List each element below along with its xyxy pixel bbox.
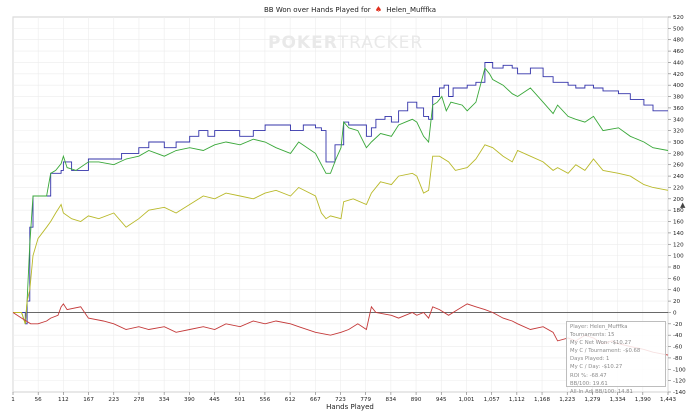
y-tick-label: -100 (673, 367, 686, 373)
y-tick-label: 60 (673, 276, 681, 282)
y-tick-label: 380 (673, 95, 684, 101)
x-tick-label: 890 (411, 397, 422, 403)
y-tick-label: 180 (673, 208, 684, 214)
x-axis-label: Hands Played (326, 403, 374, 411)
y-tick-label: -40 (673, 333, 683, 339)
y-tick-label: 360 (673, 106, 684, 112)
x-tick-label: 390 (184, 397, 195, 403)
y-tick-label: 260 (673, 163, 684, 169)
y-tick-label: 200 (673, 197, 684, 203)
x-tick-label: 834 (386, 397, 397, 403)
x-tick-label: 1,279 (584, 397, 600, 403)
x-tick-label: 1,390 (635, 397, 651, 403)
y-tick-label: 120 (673, 242, 684, 248)
x-tick-label: 501 (234, 397, 245, 403)
x-tick-label: 667 (310, 397, 321, 403)
x-axis: 1 56 112 167 223 278 334 390 445 501 556 612 667 723 7… (11, 392, 676, 403)
y-axis: -140 -120 -100 -80 -60 -40 -20 0 20 40 60 80 100 120 1… (668, 15, 686, 396)
y-tick-label: -80 (673, 356, 683, 362)
x-tick-label: 1,001 (458, 397, 474, 403)
x-tick-label: 1,334 (610, 397, 626, 403)
chart-title: BB Won over Hands Played for ♠ Helen_Muf… (0, 5, 700, 14)
stats-line: Tournaments: 15 (570, 332, 615, 339)
stats-line: Player: Helen_Mufffka (570, 324, 628, 330)
watermark-logo: POKERTRACKER (268, 33, 423, 53)
axis-marker-icon: ▲ (680, 201, 686, 209)
series-line-3 (13, 144, 669, 324)
watermark-logo-bold: POKER (268, 33, 338, 53)
x-tick-label: 556 (260, 397, 271, 403)
watermark-logo-light: TRACKER (337, 33, 424, 53)
x-tick-label: 612 (285, 397, 296, 403)
y-tick-label: -140 (673, 390, 686, 396)
chart-title-prefix: BB Won over Hands Played for (263, 6, 371, 14)
stats-line: Days Played: 1 (570, 356, 610, 363)
y-tick-label: 320 (673, 129, 684, 135)
series-line-2 (13, 67, 669, 324)
series-layer (12, 62, 669, 356)
y-tick-label: -20 (673, 322, 683, 328)
y-tick-label: 80 (673, 265, 681, 271)
stats-line: My C / Day: -$10.27 (570, 364, 623, 371)
y-tick-label: 420 (673, 72, 684, 78)
y-tick-label: -120 (673, 379, 686, 385)
series-line-1 (13, 62, 668, 325)
x-tick-label: 1,057 (484, 397, 500, 403)
y-tick-label: 220 (673, 185, 684, 191)
y-tick-label: 460 (673, 49, 684, 55)
y-tick-label: 0 (673, 310, 677, 316)
x-tick-label: 56 (35, 397, 43, 403)
x-tick-label: 945 (436, 397, 447, 403)
stats-tooltip: Player: Helen_Mufffka Tournaments: 15 My C… (566, 321, 666, 395)
y-tick-label: 480 (673, 38, 684, 44)
x-tick-label: 278 (134, 397, 145, 403)
x-tick-label: 1,112 (509, 397, 525, 403)
x-tick-label: 1 (11, 397, 15, 403)
gridlines (12, 16, 669, 393)
x-tick-label: 1,168 (534, 397, 550, 403)
x-tick-label: 779 (360, 397, 371, 403)
x-tick-label: 334 (159, 397, 170, 403)
stats-line: All-In Adj BB/100: 14.81 (570, 388, 633, 395)
spade-icon: ♠ (374, 5, 383, 14)
stats-line: My C / Tournament: -$0.68 (570, 348, 641, 355)
y-tick-label: 520 (673, 15, 684, 21)
y-tick-label: 20 (673, 299, 681, 305)
x-tick-label: 112 (58, 397, 69, 403)
y-tick-label: -60 (673, 345, 683, 351)
y-tick-label: 160 (673, 220, 684, 226)
y-tick-label: 500 (673, 26, 684, 32)
x-tick-label: 445 (209, 397, 220, 403)
y-tick-label: 280 (673, 151, 684, 157)
y-tick-label: 340 (673, 117, 684, 123)
x-tick-label: 1,443 (660, 397, 676, 403)
y-tick-label: 100 (673, 254, 684, 260)
series-line-4 (12, 303, 669, 356)
y-tick-label: 240 (673, 174, 684, 180)
y-tick-label: 400 (673, 83, 684, 89)
stats-line: BB/100: 19.61 (570, 380, 608, 387)
stats-line: My C Net Won: -$10.27 (570, 340, 632, 347)
x-tick-label: 167 (83, 397, 94, 403)
y-tick-label: 40 (673, 288, 681, 294)
stats-line: ROI %: -68.47 (570, 372, 607, 379)
y-tick-label: 440 (673, 60, 684, 66)
x-tick-label: 1,223 (559, 397, 575, 403)
x-tick-label: 723 (335, 397, 346, 403)
y-tick-label: 140 (673, 231, 684, 237)
x-tick-label: 223 (108, 397, 119, 403)
chart-title-player: Helen_Mufffka (386, 6, 436, 14)
y-tick-label: 300 (673, 140, 684, 146)
